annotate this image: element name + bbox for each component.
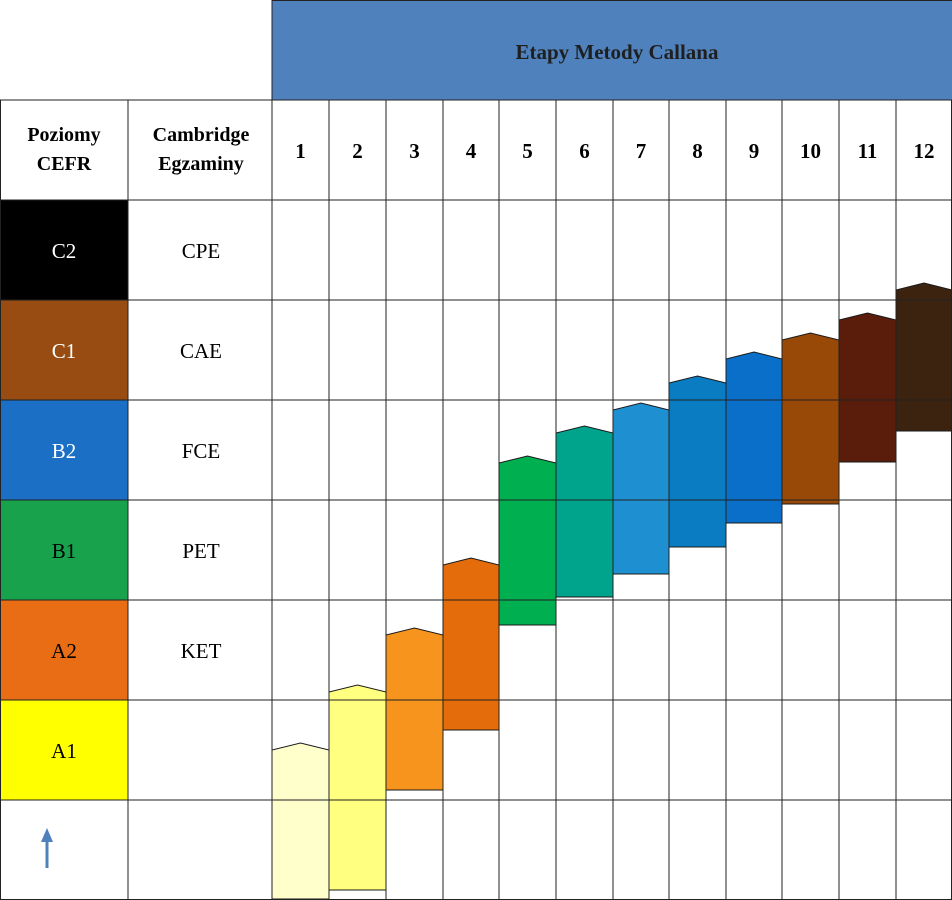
level-cell-a2 <box>0 600 128 700</box>
level-cells <box>0 200 128 800</box>
exam-label-cae: CAE <box>180 339 222 363</box>
stage-label-7: 7 <box>636 139 647 163</box>
exam-label-pet: PET <box>182 539 220 563</box>
level-cell-b2 <box>0 400 128 500</box>
up-arrow-icon <box>41 828 53 868</box>
stage-bar-8 <box>668 375 727 548</box>
stage-label-10: 10 <box>800 139 821 163</box>
level-label-b1: B1 <box>52 539 77 563</box>
stage-bar-6 <box>555 425 614 598</box>
exam-label-fce: FCE <box>182 439 221 463</box>
stage-label-6: 6 <box>579 139 590 163</box>
stage-labels: 1 2 3 4 5 6 7 8 9 10 11 12 <box>295 139 934 163</box>
level-header-line-2: CEFR <box>37 153 92 175</box>
level-label-c2: C2 <box>52 239 77 263</box>
level-label-a2: A2 <box>51 639 77 663</box>
level-cell-c1 <box>0 300 128 400</box>
stage-label-11: 11 <box>858 139 878 163</box>
level-cell-b1 <box>0 500 128 600</box>
stage-label-12: 12 <box>914 139 935 163</box>
level-label-a1: A1 <box>51 739 77 763</box>
stage-bars <box>271 282 952 900</box>
stage-bar-1 <box>271 742 330 900</box>
stage-bar-4 <box>442 557 500 731</box>
level-labels: C2 CPE C1 CAE B2 FCE B1 PET A2 KET A1 <box>51 239 222 763</box>
header-title: Etapy Metody Callana <box>515 40 719 64</box>
stage-label-3: 3 <box>409 139 420 163</box>
level-label-c1: C1 <box>52 339 77 363</box>
level-header-line-1: Poziomy <box>27 124 100 146</box>
stage-bar-12 <box>895 282 952 432</box>
stage-bar-9 <box>725 351 783 524</box>
stage-bar-7 <box>612 402 670 575</box>
exam-label-ket: KET <box>181 639 222 663</box>
stage-label-9: 9 <box>749 139 760 163</box>
stage-label-1: 1 <box>295 139 306 163</box>
level-cell-a1 <box>0 700 128 800</box>
stage-bar-3 <box>385 627 444 791</box>
level-label-b2: B2 <box>52 439 77 463</box>
exam-header-line-2: Egzaminy <box>158 153 244 175</box>
stage-label-5: 5 <box>522 139 533 163</box>
exam-header-line-1: Cambridge <box>153 124 250 146</box>
stage-label-4: 4 <box>466 139 477 163</box>
stage-bar-10 <box>781 332 840 505</box>
exam-label-cpe: CPE <box>182 239 221 263</box>
stage-bar-11 <box>838 312 897 463</box>
stage-label-2: 2 <box>352 139 363 163</box>
level-cell-c2 <box>0 200 128 300</box>
header-bar <box>272 0 952 100</box>
stage-label-8: 8 <box>692 139 703 163</box>
stage-bar-2 <box>328 684 387 891</box>
